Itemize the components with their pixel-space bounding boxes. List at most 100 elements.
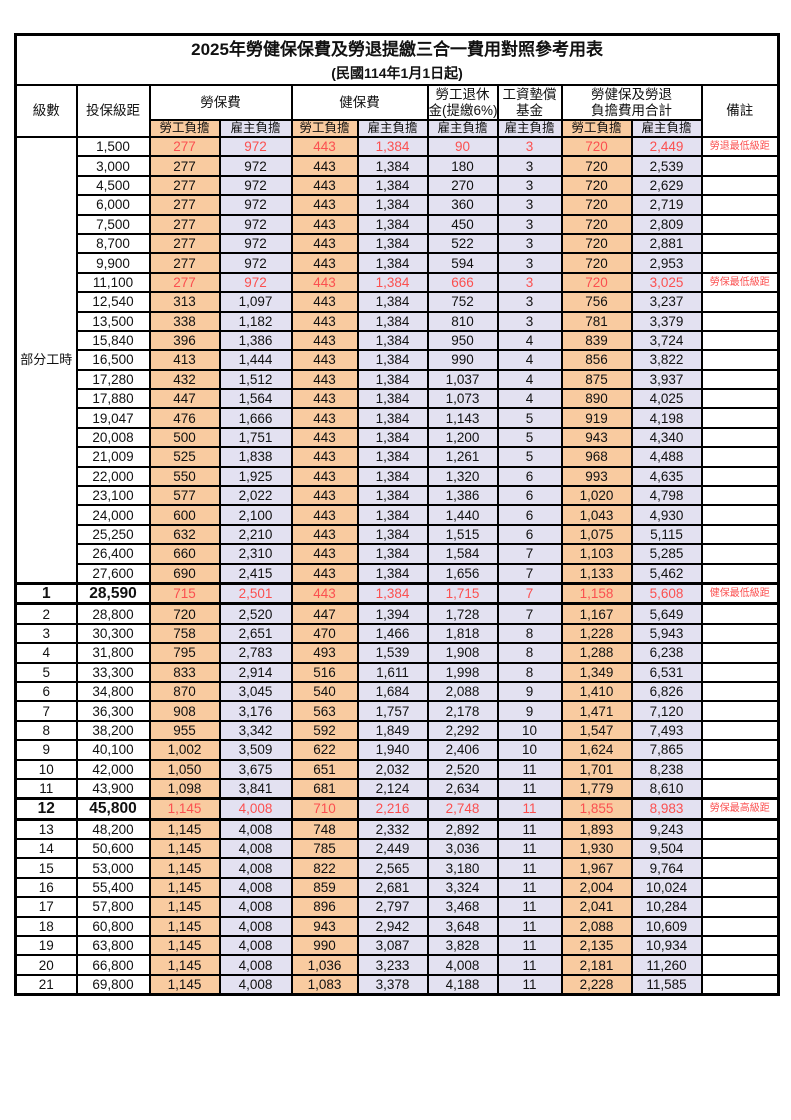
health-worker-cell: 1,083 bbox=[290, 973, 359, 996]
health-employer-cell: 1,384 bbox=[356, 407, 429, 429]
labor-employer-cell: 4,008 bbox=[218, 876, 293, 899]
wage-fund-employer-cell: 3 bbox=[496, 174, 563, 197]
total-employer-cell: 3,724 bbox=[630, 329, 703, 352]
header-total: 勞健保及勞退 負擔費用合計 bbox=[560, 84, 703, 121]
bracket-cell: 42,000 bbox=[75, 758, 151, 780]
wage-fund-employer-cell: 7 bbox=[496, 543, 563, 565]
labor-employer-cell: 1,386 bbox=[218, 329, 293, 352]
pension-employer-cell: 1,908 bbox=[426, 642, 499, 664]
table-row: 19,047 476 1,666 443 1,384 1,143 5 919 4,198 bbox=[16, 407, 780, 429]
labor-employer-cell: 4,008 bbox=[218, 857, 293, 879]
total-employer-cell: 6,238 bbox=[630, 642, 703, 664]
wage-fund-employer-cell: 4 bbox=[496, 349, 563, 371]
pension-employer-cell: 450 bbox=[426, 213, 499, 235]
pension-employer-cell: 180 bbox=[426, 155, 499, 177]
pension-employer-cell: 3,468 bbox=[426, 896, 499, 918]
total-employer-cell: 4,488 bbox=[630, 446, 703, 468]
pension-employer-cell: 594 bbox=[426, 252, 499, 274]
bracket-cell: 26,400 bbox=[75, 543, 151, 565]
labor-worker-cell: 550 bbox=[148, 465, 221, 488]
wage-fund-employer-cell: 11 bbox=[496, 876, 563, 899]
wage-fund-employer-cell: 8 bbox=[496, 661, 563, 683]
pension-employer-cell: 3,648 bbox=[426, 915, 499, 938]
pension-employer-cell: 2,406 bbox=[426, 739, 499, 761]
pension-employer-cell: 4,008 bbox=[426, 954, 499, 976]
labor-worker-cell: 277 bbox=[148, 271, 221, 294]
total-worker-cell: 1,624 bbox=[560, 739, 633, 761]
health-employer-cell: 1,384 bbox=[356, 310, 429, 332]
remark-cell bbox=[700, 291, 780, 313]
health-worker-cell: 748 bbox=[290, 818, 359, 841]
header-group-row: 級數 投保級距 勞保費 健保費 勞工退休 金(提繳6%) 工資墊償 基金 勞健保及勞… bbox=[14, 84, 780, 138]
health-worker-cell: 443 bbox=[290, 485, 359, 507]
level-cell: 12 bbox=[14, 797, 78, 821]
wage-fund-employer-cell: 8 bbox=[496, 622, 563, 645]
bracket-cell: 31,800 bbox=[75, 642, 151, 664]
total-worker-cell: 1,701 bbox=[560, 758, 633, 780]
bracket-cell: 43,900 bbox=[75, 777, 151, 800]
total-worker-cell: 720 bbox=[560, 252, 633, 274]
pension-employer-cell: 1,440 bbox=[426, 504, 499, 526]
remark-cell bbox=[700, 777, 780, 800]
total-employer-cell: 6,531 bbox=[630, 661, 703, 683]
total-worker-cell: 720 bbox=[560, 232, 633, 255]
table-row: 6,000 277 972 443 1,384 360 3 720 2,719 bbox=[16, 194, 780, 216]
pension-employer-cell: 2,892 bbox=[426, 818, 499, 841]
bracket-cell: 28,590 bbox=[75, 581, 151, 606]
remark-cell bbox=[700, 857, 780, 879]
total-worker-cell: 720 bbox=[560, 213, 633, 235]
table-row: 21 69,800 1,145 4,008 1,083 3,378 4,188 11 2,228… bbox=[14, 973, 780, 996]
total-employer-cell: 9,504 bbox=[630, 838, 703, 860]
bracket-cell: 38,200 bbox=[75, 719, 151, 742]
table-row: 7,500 277 972 443 1,384 450 3 720 2,809 bbox=[16, 213, 780, 235]
wage-fund-employer-cell: 5 bbox=[496, 446, 563, 468]
labor-employer-cell: 2,310 bbox=[218, 543, 293, 565]
remark-cell bbox=[700, 915, 780, 938]
table-row: 22,000 550 1,925 443 1,384 1,320 6 993 4,635 bbox=[16, 465, 780, 488]
header-sub-row: 勞工負擔 雇主負擔 勞工負擔 雇主負擔 雇主負擔 雇主負擔 勞工負擔 雇主負擔 bbox=[16, 119, 779, 138]
remark-cell bbox=[700, 602, 780, 625]
wage-fund-employer-cell: 11 bbox=[496, 758, 563, 780]
total-worker-cell: 1,410 bbox=[560, 680, 633, 703]
level-cell: 14 bbox=[14, 838, 78, 860]
wage-fund-employer-cell: 6 bbox=[496, 523, 563, 546]
health-worker-cell: 681 bbox=[290, 777, 359, 800]
remark-cell bbox=[700, 368, 780, 391]
pension-employer-cell: 990 bbox=[426, 349, 499, 371]
labor-worker-cell: 870 bbox=[148, 680, 221, 703]
labor-worker-cell: 1,098 bbox=[148, 777, 221, 800]
health-worker-cell: 443 bbox=[290, 407, 359, 429]
health-employer-cell: 1,384 bbox=[356, 426, 429, 449]
wage-fund-employer-cell: 11 bbox=[496, 818, 563, 841]
total-worker-cell: 856 bbox=[560, 349, 633, 371]
health-worker-cell: 822 bbox=[290, 857, 359, 879]
labor-employer-cell: 3,841 bbox=[218, 777, 293, 800]
table-row: 11,100 277 972 443 1,384 666 3 720 3,025 勞保最低級距 bbox=[16, 271, 780, 294]
labor-worker-cell: 795 bbox=[148, 642, 221, 664]
health-employer-cell: 1,384 bbox=[356, 523, 429, 546]
total-worker-cell: 919 bbox=[560, 407, 633, 429]
labor-worker-cell: 1,145 bbox=[148, 954, 221, 976]
health-employer-cell: 1,384 bbox=[356, 504, 429, 526]
remark-cell bbox=[700, 310, 780, 332]
labor-employer-cell: 3,509 bbox=[218, 739, 293, 761]
remark-cell bbox=[700, 213, 780, 235]
table-row: 9,900 277 972 443 1,384 594 3 720 2,953 bbox=[16, 252, 780, 274]
remark-cell bbox=[700, 700, 780, 722]
bracket-cell: 11,100 bbox=[75, 271, 151, 294]
bracket-cell: 27,600 bbox=[75, 562, 151, 585]
labor-employer-cell: 972 bbox=[218, 213, 293, 235]
header-total-line2: 負擔費用合計 bbox=[591, 102, 672, 118]
header-remark: 備註 bbox=[700, 84, 780, 138]
title-row: 2025年勞健保保費及勞退提繳三合一費用對照參考用表 (民國114年1月1日起) bbox=[14, 33, 780, 86]
health-employer-cell: 2,565 bbox=[356, 857, 429, 879]
remark-cell bbox=[700, 523, 780, 546]
labor-employer-cell: 1,925 bbox=[218, 465, 293, 488]
labor-worker-cell: 1,145 bbox=[148, 934, 221, 957]
labor-worker-cell: 1,145 bbox=[148, 876, 221, 899]
pension-employer-cell: 2,292 bbox=[426, 719, 499, 742]
wage-fund-employer-cell: 11 bbox=[496, 838, 563, 860]
remark-cell bbox=[700, 194, 780, 216]
health-worker-cell: 990 bbox=[290, 934, 359, 957]
wage-fund-employer-cell: 5 bbox=[496, 426, 563, 449]
